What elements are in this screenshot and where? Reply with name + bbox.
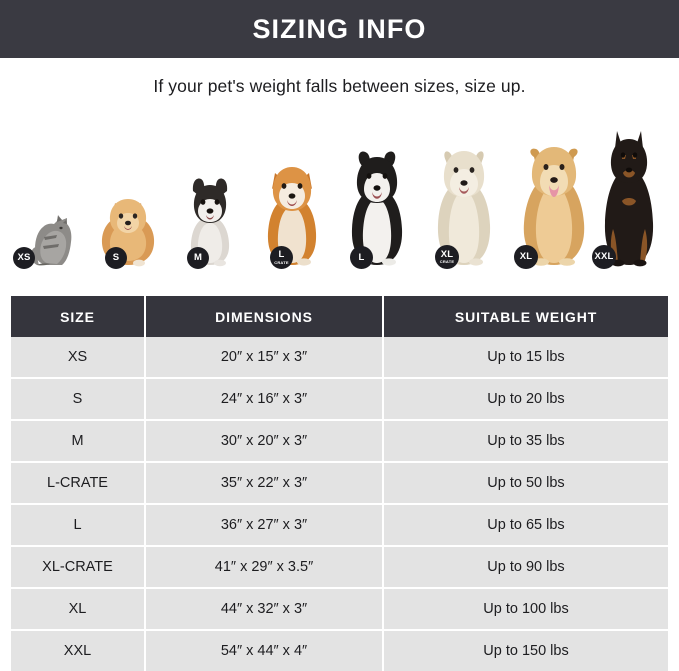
page-title: SIZING INFO	[252, 13, 427, 44]
cell-dimensions: 54″ x 44″ x 4″	[145, 630, 384, 671]
labrador-illustration	[437, 151, 491, 266]
cell-weight: Up to 20 lbs	[383, 378, 668, 421]
pet-slot-xl: XL	[505, 141, 603, 273]
cell-size: XXL	[11, 630, 146, 671]
column-header-size: SIZE	[11, 296, 146, 337]
cell-size: L	[11, 504, 146, 547]
table-row: XL-CRATE 41″ x 29″ x 3.5″ Up to 90 lbs	[11, 546, 668, 589]
table-row: S 24″ x 16″ x 3″ Up to 20 lbs	[11, 378, 668, 421]
pet-slot-l: L	[333, 148, 421, 273]
cell-dimensions: 24″ x 16″ x 3″	[145, 378, 384, 421]
pet-slot-m: M	[175, 178, 245, 273]
golden-retriever-illustration	[523, 147, 585, 266]
column-header-weight: SUITABLE WEIGHT	[383, 296, 668, 337]
column-header-dimensions: DIMENSIONS	[145, 296, 384, 337]
pet-slot-xs: XS	[11, 201, 81, 273]
pet-slot-xxl: XXL	[589, 128, 668, 273]
sizing-table: SIZE DIMENSIONS SUITABLE WEIGHT XS 20″ x…	[11, 296, 668, 671]
size-badge-l-crate: L CRATE	[270, 246, 293, 269]
size-badge-xxl: XXL	[592, 245, 616, 269]
cell-weight: Up to 15 lbs	[383, 337, 668, 379]
pet-slot-l-crate: L CRATE	[249, 158, 335, 273]
cell-weight: Up to 65 lbs	[383, 504, 668, 547]
cell-dimensions: 30″ x 20″ x 3″	[145, 420, 384, 463]
cell-weight: Up to 150 lbs	[383, 630, 668, 671]
table-row: XS 20″ x 15″ x 3″ Up to 15 lbs	[11, 337, 668, 379]
table-header-row: SIZE DIMENSIONS SUITABLE WEIGHT	[11, 296, 668, 337]
cell-weight: Up to 100 lbs	[383, 588, 668, 631]
size-badge-m: M	[187, 247, 209, 269]
cat-illustration	[30, 215, 72, 266]
cell-size: S	[11, 378, 146, 421]
size-badge-xl: XL	[514, 245, 538, 269]
size-badge-xl-crate: XL CRATE	[435, 245, 459, 269]
cell-weight: Up to 90 lbs	[383, 546, 668, 589]
table-row: L 36″ x 27″ x 3″ Up to 65 lbs	[11, 504, 668, 547]
cell-dimensions: 36″ x 27″ x 3″	[145, 504, 384, 547]
cell-size: XS	[11, 337, 146, 379]
size-badge-xs: XS	[13, 247, 35, 269]
doberman-illustration	[604, 131, 653, 267]
cell-dimensions: 35″ x 22″ x 3″	[145, 462, 384, 505]
table-row: M 30″ x 20″ x 3″ Up to 35 lbs	[11, 420, 668, 463]
cell-dimensions: 41″ x 29″ x 3.5″	[145, 546, 384, 589]
cell-size: L-CRATE	[11, 462, 146, 505]
size-badge-s: S	[105, 247, 127, 269]
subtitle-note: If your pet's weight falls between sizes…	[153, 76, 526, 96]
cell-weight: Up to 35 lbs	[383, 420, 668, 463]
shiba-inu-illustration	[267, 167, 317, 266]
cell-size: XL	[11, 588, 146, 631]
pet-slot-s: S	[89, 191, 167, 273]
border-collie-illustration	[351, 151, 403, 266]
cell-weight: Up to 50 lbs	[383, 462, 668, 505]
table-row: XXL 54″ x 44″ x 4″ Up to 150 lbs	[11, 630, 668, 671]
cell-dimensions: 44″ x 32″ x 3″	[145, 588, 384, 631]
cell-dimensions: 20″ x 15″ x 3″	[145, 337, 384, 379]
pomeranian-illustration	[101, 199, 155, 267]
header-bar: SIZING INFO	[0, 0, 679, 58]
table-row: L-CRATE 35″ x 22″ x 3″ Up to 50 lbs	[11, 462, 668, 505]
cell-size: M	[11, 420, 146, 463]
table-body: XS 20″ x 15″ x 3″ Up to 15 lbs S 24″ x 1…	[11, 337, 668, 671]
table-row: XL 44″ x 32″ x 3″ Up to 100 lbs	[11, 588, 668, 631]
pet-slot-xl-crate: XL CRATE	[419, 143, 509, 273]
cell-size: XL-CRATE	[11, 546, 146, 589]
pet-size-lineup: XS S	[11, 128, 668, 273]
size-badge-l: L	[350, 246, 373, 269]
